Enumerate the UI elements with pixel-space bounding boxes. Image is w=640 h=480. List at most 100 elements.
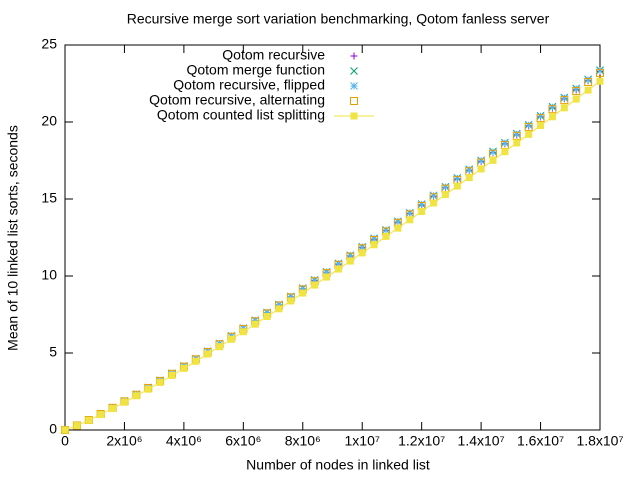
x-tick-label: 1.6x10⁷: [517, 433, 564, 449]
y-tick-label: 10: [41, 267, 57, 283]
plot-frame: [64, 44, 601, 431]
point: [477, 156, 485, 165]
point: [465, 165, 474, 174]
x-tick-label: 4x10⁶: [166, 433, 202, 449]
x-tick-label: 8x10⁶: [285, 433, 321, 449]
point: [584, 76, 592, 84]
y-tick-label: 25: [41, 36, 57, 52]
point: [382, 226, 390, 234]
point: [548, 103, 557, 112]
point: [287, 297, 295, 305]
point: [560, 94, 569, 102]
point: [584, 86, 592, 94]
point: [584, 77, 593, 86]
point: [311, 281, 319, 289]
point: [323, 273, 331, 281]
point: [572, 85, 581, 93]
point: [548, 113, 556, 121]
point: [216, 343, 224, 351]
x-tick-label: 2x10⁶: [106, 433, 142, 449]
point: [109, 405, 117, 413]
y-tick-label: 20: [41, 113, 57, 129]
legend-label: Qotom recursive: [222, 47, 325, 63]
legend-marker: [350, 52, 358, 60]
point: [394, 224, 402, 232]
point: [97, 411, 105, 419]
point: [394, 217, 402, 226]
point: [346, 251, 355, 260]
point: [572, 95, 580, 103]
point: [120, 398, 128, 406]
point: [358, 243, 367, 251]
point: [596, 66, 604, 75]
point: [536, 114, 545, 123]
point: [525, 130, 533, 138]
point: [477, 165, 485, 173]
chart-title: Recursive merge sort variation benchmark…: [127, 11, 550, 27]
point: [405, 209, 414, 217]
point: [453, 174, 462, 183]
x-tick-label: 1.4x10⁷: [458, 433, 505, 449]
point: [73, 422, 81, 430]
y-tick-label: 5: [49, 344, 57, 360]
point: [537, 122, 545, 130]
point: [430, 199, 438, 207]
point: [346, 257, 354, 265]
point: [489, 148, 497, 156]
point: [204, 350, 212, 358]
point: [512, 130, 521, 139]
x-tick-label: 0: [61, 433, 69, 449]
point: [299, 289, 307, 297]
point: [263, 308, 271, 317]
point: [310, 276, 319, 285]
point: [239, 324, 248, 333]
legend-label: Qotom recursive, flipped: [173, 77, 325, 93]
point: [287, 292, 295, 301]
point: [560, 104, 568, 112]
point: [489, 156, 497, 164]
point: [322, 268, 331, 276]
point: [429, 191, 438, 200]
x-axis-label: Number of nodes in linked list: [246, 457, 430, 473]
point: [334, 259, 343, 268]
series: [61, 77, 604, 434]
legend-marker: [350, 97, 358, 105]
point: [156, 378, 164, 386]
point: [382, 232, 390, 240]
point: [263, 313, 271, 321]
legend-label: Qotom counted list splitting: [157, 107, 325, 123]
point: [417, 200, 426, 209]
point: [239, 328, 247, 336]
point: [453, 182, 461, 190]
y-tick-label: 15: [41, 190, 57, 206]
point: [275, 305, 283, 313]
point: [370, 234, 378, 243]
point: [512, 131, 521, 140]
legend-label: Qotom merge function: [186, 62, 325, 78]
point: [85, 416, 93, 424]
point: [596, 68, 604, 77]
point: [227, 335, 235, 343]
point: [358, 249, 366, 257]
series-line: [64, 80, 601, 431]
point: [596, 77, 604, 85]
point: [180, 364, 188, 372]
point: [334, 265, 342, 273]
point: [548, 105, 557, 114]
x-tick-label: 1x10⁷: [345, 433, 380, 449]
point: [370, 241, 378, 249]
point: [524, 121, 533, 130]
legend-marker: [350, 112, 358, 120]
point: [251, 320, 259, 328]
point: [441, 183, 450, 191]
point: [465, 174, 473, 182]
point: [251, 316, 260, 325]
point: [298, 284, 307, 293]
legend-marker: [350, 67, 358, 75]
point: [406, 216, 414, 224]
x-tick-label: 1.2x10⁷: [398, 433, 445, 449]
y-tick-label: 0: [49, 421, 57, 437]
point: [572, 87, 581, 96]
